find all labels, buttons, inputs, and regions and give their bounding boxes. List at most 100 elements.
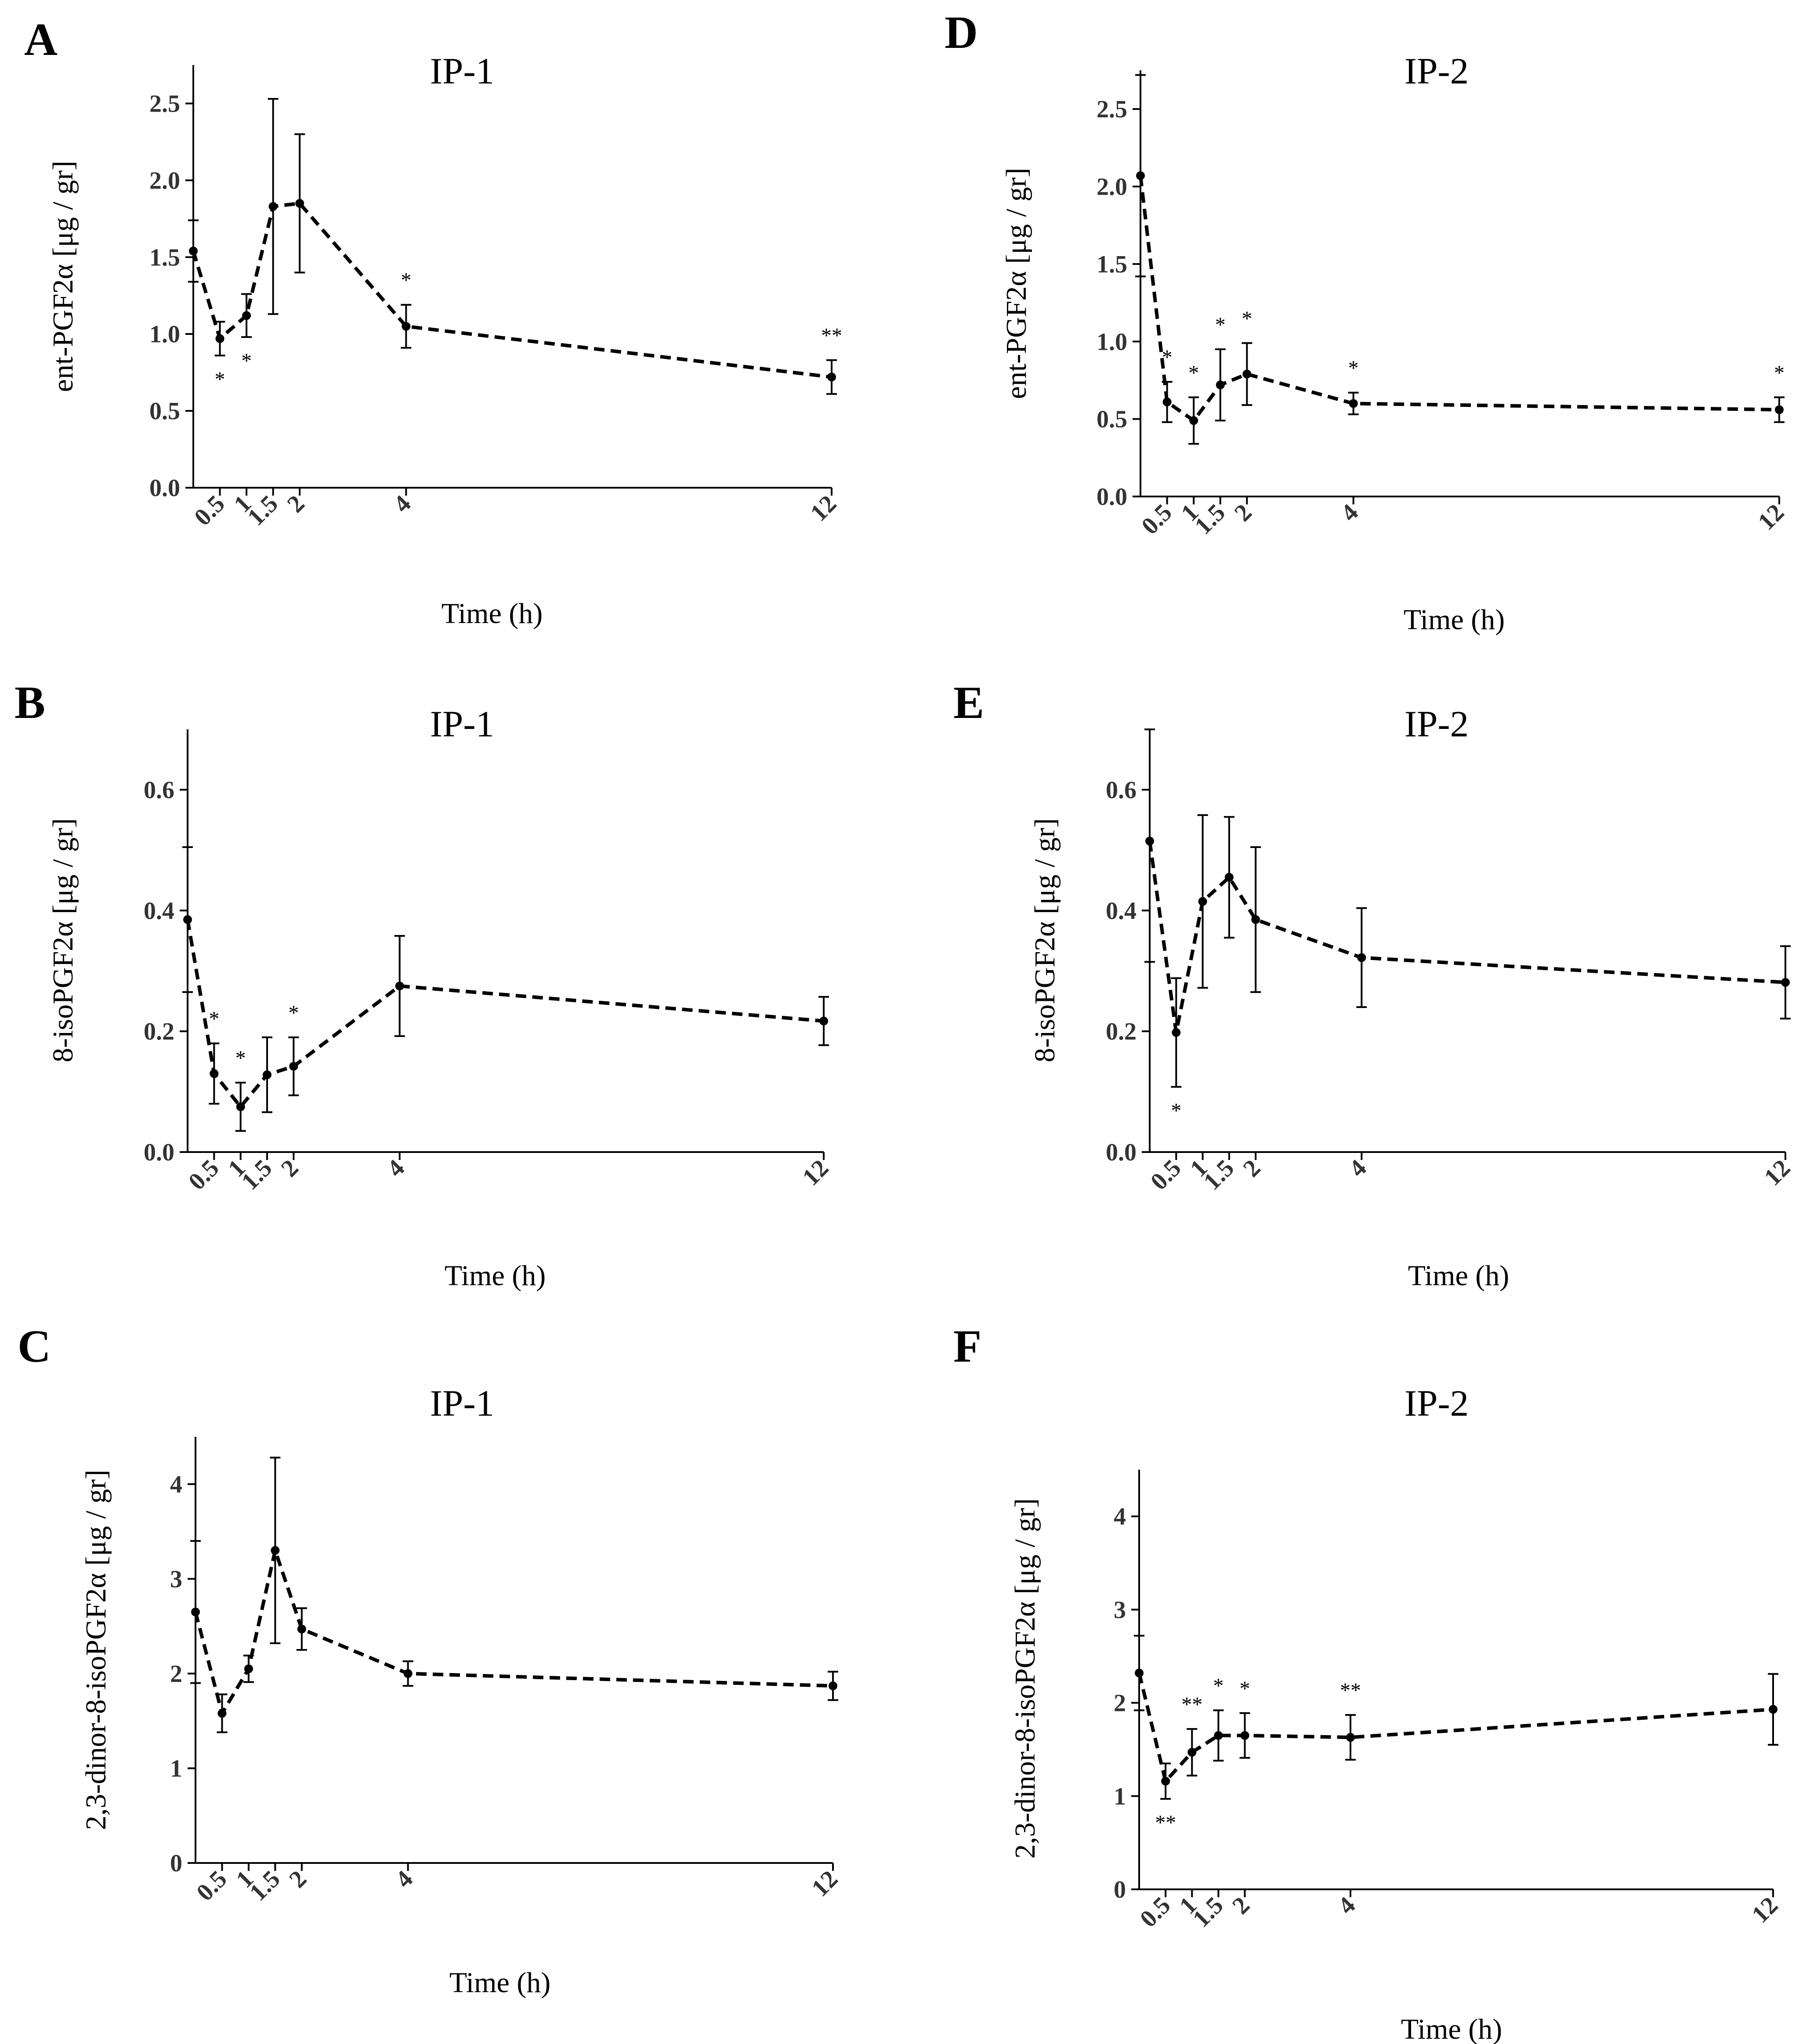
y-tick-label: 3 <box>1114 1596 1126 1624</box>
x-tick-label: 0.5 <box>1145 1154 1186 1195</box>
data-point <box>1781 978 1790 987</box>
data-point <box>183 915 192 924</box>
panel-letter: C <box>18 1320 51 1372</box>
x-tick-label: 0.5 <box>183 1154 224 1195</box>
data-point <box>297 1624 306 1634</box>
data-point <box>1357 953 1366 962</box>
x-axis-label: Time (h) <box>1408 1260 1509 1292</box>
y-tick-label: 0.2 <box>1106 1018 1137 1045</box>
significance-marker: ** <box>1155 1811 1176 1834</box>
y-tick-label: 0.0 <box>1097 483 1127 511</box>
y-tick-label: 4 <box>1114 1503 1126 1530</box>
x-tick-label: 2 <box>276 1154 304 1182</box>
data-point <box>189 246 198 256</box>
significance-marker: * <box>241 349 252 373</box>
x-tick-label: 2 <box>282 490 310 518</box>
x-tick-label: 12 <box>797 1154 834 1191</box>
data-point <box>1242 370 1252 379</box>
data-point <box>829 1681 837 1690</box>
data-point <box>1775 405 1784 414</box>
x-tick-label: 2 <box>1227 1892 1255 1920</box>
x-axis-label: Time (h) <box>449 1967 550 1999</box>
panel-letter: B <box>14 677 45 728</box>
data-point <box>1214 1731 1223 1740</box>
y-tick-label: 0.6 <box>1106 776 1137 804</box>
y-tick-label: 2.5 <box>149 90 180 117</box>
significance-marker: ** <box>1181 1693 1202 1716</box>
x-tick-label: 1.5 <box>1190 499 1231 540</box>
data-point <box>819 1016 828 1026</box>
y-tick-label: 2.5 <box>1097 96 1127 123</box>
y-tick-label: 1.5 <box>1097 251 1127 278</box>
data-point <box>1346 1733 1355 1742</box>
significance-marker: * <box>1215 313 1226 337</box>
data-point <box>210 1069 219 1078</box>
y-tick-label: 0 <box>1114 1876 1126 1903</box>
x-tick-label: 0.5 <box>189 490 230 531</box>
panel-letter: F <box>953 1320 981 1372</box>
significance-marker: * <box>1240 1677 1250 1700</box>
y-tick-label: 2 <box>170 1660 182 1688</box>
y-tick-label: 0.6 <box>144 776 174 804</box>
y-tick-label: 1 <box>1114 1783 1126 1810</box>
chart-title: IP-2 <box>1405 51 1469 92</box>
chart-title: IP-1 <box>430 1383 494 1424</box>
data-point <box>263 1070 272 1080</box>
significance-marker: * <box>1774 361 1785 384</box>
data-point <box>1349 399 1358 408</box>
y-tick-label: 2 <box>1114 1690 1126 1717</box>
y-tick-label: 0.5 <box>149 398 180 425</box>
data-point <box>215 334 224 343</box>
y-tick-label: 1 <box>170 1755 182 1782</box>
data-point <box>244 1664 253 1674</box>
x-axis-label: Time (h) <box>442 598 543 630</box>
y-tick-label: 0.0 <box>144 1139 174 1166</box>
y-tick-label: 0.4 <box>1106 897 1137 924</box>
y-axis-label: ent-PGF2α [μg / gr] <box>1000 168 1032 399</box>
data-point <box>1216 381 1225 390</box>
y-tick-label: 0.0 <box>1106 1139 1137 1166</box>
series-line <box>192 201 832 379</box>
y-tick-label: 0.2 <box>144 1018 174 1045</box>
chart-title: IP-1 <box>430 51 494 92</box>
significance-marker: * <box>1348 357 1359 380</box>
x-tick-label: 0.5 <box>1135 1892 1176 1932</box>
significance-marker: * <box>235 1047 246 1070</box>
chart-title: IP-2 <box>1405 703 1469 745</box>
data-point <box>268 202 278 211</box>
y-tick-label: 2.0 <box>1097 174 1127 201</box>
x-tick-label: 12 <box>807 1865 843 1902</box>
significance-marker: * <box>1171 1099 1181 1123</box>
x-tick-label: 1.5 <box>244 1865 285 1906</box>
x-tick-label: 4 <box>1344 1154 1372 1182</box>
x-tick-label: 2 <box>1229 499 1257 527</box>
y-axis-label: 8-isoPGF2α [μg / gr] <box>47 818 79 1062</box>
x-axis-label: Time (h) <box>445 1260 546 1292</box>
series-line <box>1137 1672 1774 1785</box>
panel-letter: D <box>945 7 978 58</box>
y-tick-label: 2.0 <box>149 167 180 194</box>
y-axis-label: 2,3-dinor-8-isoPGF2α [μg / gr] <box>80 1470 112 1830</box>
panel-letter: A <box>24 14 58 65</box>
y-tick-label: 0.0 <box>149 475 180 502</box>
data-point <box>1136 171 1145 180</box>
series-line <box>1148 841 1786 1033</box>
data-point <box>1145 837 1154 846</box>
data-point <box>827 373 836 382</box>
y-tick-label: 1.0 <box>1097 328 1127 355</box>
significance-marker: * <box>215 368 225 391</box>
data-point <box>1161 1776 1170 1786</box>
data-point <box>395 982 404 991</box>
data-point <box>236 1102 245 1111</box>
x-tick-label: 1.5 <box>1198 1154 1239 1195</box>
data-point <box>1172 1028 1181 1037</box>
x-tick-label: 0.5 <box>1136 499 1177 540</box>
x-tick-label: 2 <box>1238 1154 1266 1182</box>
x-tick-label: 2 <box>284 1865 312 1893</box>
significance-marker: ** <box>1340 1679 1361 1702</box>
chart-title: IP-1 <box>430 703 494 745</box>
x-tick-label: 1.5 <box>236 1154 277 1195</box>
